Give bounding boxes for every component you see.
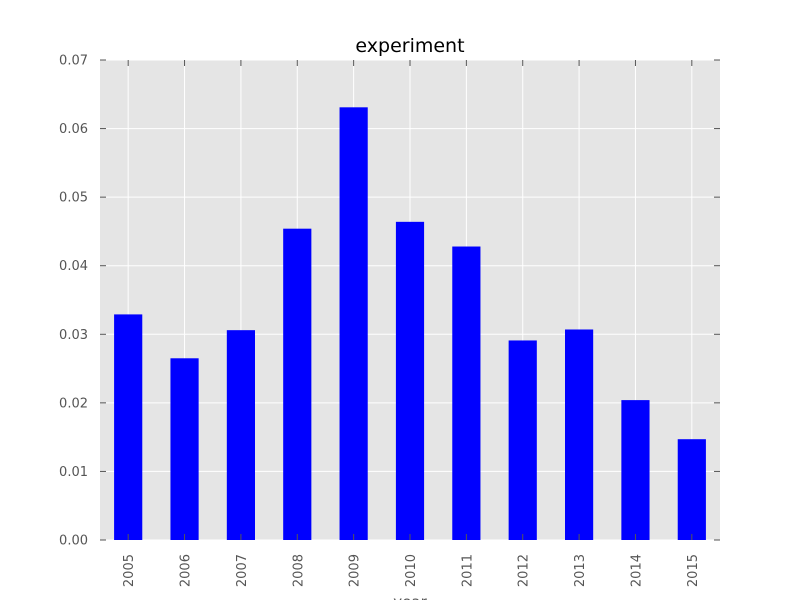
y-tick-label: 0.04 (59, 259, 88, 274)
bar-2015 (677, 439, 706, 540)
x-tick-label: 2006 (179, 554, 194, 587)
bars (114, 107, 706, 541)
bar-2010 (395, 221, 425, 541)
x-tick-label: 2008 (291, 554, 306, 587)
bar-2013 (565, 329, 594, 540)
bar-2005 (114, 314, 143, 540)
bar-2009 (339, 107, 368, 541)
bar-2007 (226, 330, 255, 540)
x-tick-label: 2013 (573, 554, 588, 587)
y-tick-label: 0.03 (59, 328, 88, 343)
x-tick-label: 2007 (235, 554, 250, 587)
x-tick-label: 2009 (348, 554, 363, 587)
chart-title: experiment (355, 35, 464, 57)
x-tick-label: 2014 (629, 554, 644, 587)
y-tick-label: 0.02 (59, 396, 88, 411)
bar-2008 (283, 228, 312, 540)
y-tick-label: 0.07 (59, 54, 88, 69)
bar-2014 (621, 400, 650, 540)
y-tick-label: 0.00 (59, 534, 88, 549)
bar-2012 (508, 340, 537, 540)
y-tick-label: 0.01 (59, 465, 88, 480)
x-tick-label: 2010 (404, 554, 419, 587)
y-tick-labels: 0.00 0.01 0.02 0.03 0.04 0.05 0.06 0.07 (59, 54, 88, 549)
bar-2006 (170, 358, 199, 540)
x-tick-labels: 2005 2006 2007 2008 2009 2010 2011 2012 2013 2014… (122, 554, 701, 587)
bar-2011 (452, 246, 481, 540)
x-tick-label: 2015 (686, 554, 701, 587)
x-tick-label: 2011 (460, 554, 475, 587)
x-axis-label: year (393, 593, 427, 600)
x-tick-label: 2005 (122, 554, 137, 587)
y-tick-label: 0.06 (59, 122, 88, 137)
x-tick-label: 2012 (517, 554, 532, 587)
axis-ticks (100, 59, 720, 541)
y-tick-label: 0.05 (59, 191, 88, 206)
